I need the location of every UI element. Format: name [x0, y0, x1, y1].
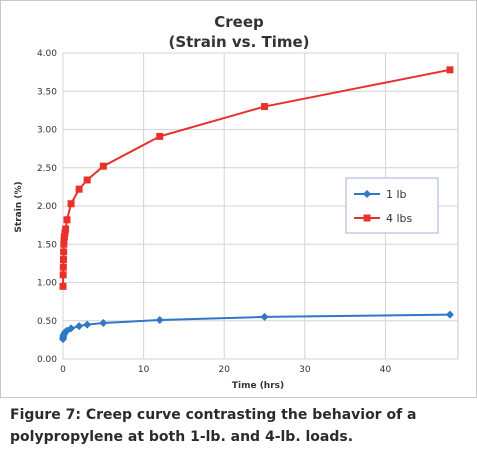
data-point: [59, 282, 67, 290]
x-axis-label: Time (hrs): [232, 381, 284, 391]
legend-item: 1 lb: [354, 188, 407, 201]
series-layer: [59, 66, 454, 344]
data-point: [67, 200, 75, 208]
y-tick-label: 2.00: [37, 202, 57, 212]
caption-line-2: polypropylene at both 1-lb. and 4-lb. lo…: [10, 429, 354, 445]
data-point: [59, 271, 67, 279]
legend-marker: [363, 214, 371, 222]
data-point: [446, 66, 454, 74]
data-point: [59, 256, 67, 264]
y-tick-label: 1.50: [37, 240, 57, 250]
legend-marker: [363, 190, 371, 198]
x-tick-label: 40: [380, 365, 392, 375]
data-point: [60, 240, 68, 248]
chart-title: Creep: [214, 13, 264, 31]
data-point: [60, 236, 68, 244]
data-point: [60, 248, 68, 256]
y-tick-label: 0.00: [37, 355, 57, 365]
series-1: [59, 310, 454, 344]
legend-label: 4 lbs: [386, 212, 413, 225]
data-point: [59, 263, 67, 271]
y-tick-label: 4.00: [37, 49, 57, 59]
x-tick-label: 10: [138, 365, 150, 375]
data-point: [60, 233, 68, 241]
legend: 1 lb 4 lbs: [345, 177, 439, 234]
data-point: [155, 315, 164, 324]
data-point: [83, 320, 92, 329]
data-point: [156, 132, 164, 140]
data-point: [83, 176, 91, 184]
data-point: [445, 310, 454, 319]
x-tick-label: 20: [218, 365, 230, 375]
y-axis-label: Strain (%): [14, 181, 24, 232]
data-point: [99, 162, 107, 170]
creep-chart: Creep (Strain vs. Time) 0.00 0.50 1.00 1.50…: [14, 13, 459, 391]
y-tick-label: 3.00: [37, 126, 57, 136]
data-point: [261, 103, 269, 111]
y-tick-label: 2.50: [37, 164, 57, 174]
y-tick-label: 3.50: [37, 87, 57, 97]
chart-area: Creep (Strain vs. Time) 0.00 0.50 1.00 1.50…: [0, 0, 477, 398]
series-2: [59, 66, 454, 290]
data-point: [99, 319, 108, 328]
data-point: [63, 216, 71, 224]
figure-caption: Figure 7: Creep curve contrasting the be…: [10, 404, 470, 448]
x-tick-label: 0: [60, 365, 66, 375]
y-tick-label: 1.00: [37, 279, 57, 289]
chart-subtitle: (Strain vs. Time): [168, 33, 309, 51]
data-point: [67, 324, 76, 333]
y-tick-labels: 0.00 0.50 1.00 1.50 2.00 2.50 3.00 3.50 4.00: [37, 49, 57, 365]
grid-lines: [62, 52, 459, 360]
series-line: [62, 313, 450, 340]
legend-item: 4 lbs: [354, 212, 413, 225]
y-tick-label: 0.50: [37, 317, 57, 327]
data-point: [260, 312, 269, 321]
legend-box: [345, 177, 439, 234]
caption-line-1: Figure 7: Creep curve contrasting the be…: [10, 407, 417, 423]
legend-label: 1 lb: [386, 188, 407, 201]
data-point: [61, 229, 69, 237]
data-point: [75, 185, 83, 193]
data-point: [62, 225, 70, 233]
x-tick-label: 30: [299, 365, 311, 375]
x-tick-labels: 0 10 20 30 40: [60, 365, 391, 375]
data-point: [75, 322, 84, 331]
